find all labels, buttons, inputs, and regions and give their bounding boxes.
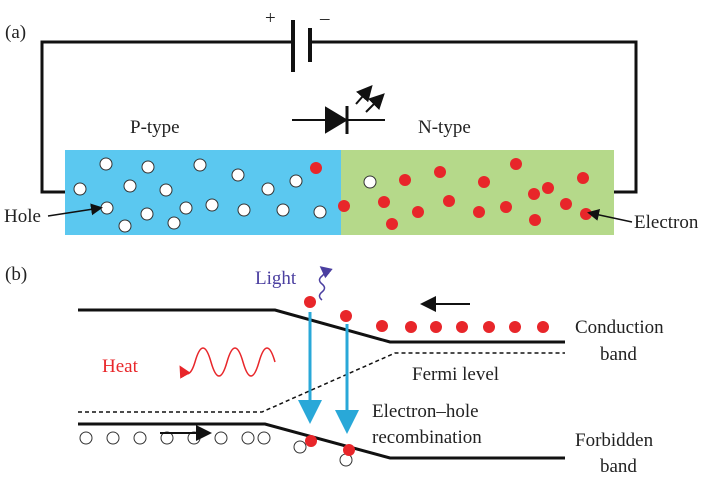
conduction-band-label: Conduction — [575, 317, 664, 338]
electron — [430, 321, 442, 333]
electron — [537, 321, 549, 333]
electron — [529, 214, 541, 226]
recombination-label: recombination — [372, 427, 482, 448]
hole — [134, 432, 146, 444]
diode-symbol — [292, 88, 385, 134]
hole — [215, 432, 227, 444]
battery-negative: – — [319, 8, 330, 29]
p-type-label: P-type — [130, 117, 180, 138]
hole — [290, 175, 302, 187]
battery-positive: + — [265, 8, 276, 29]
electron — [434, 166, 446, 178]
recombination-label: Electron–hole — [372, 401, 479, 422]
electron — [343, 444, 355, 456]
hole — [242, 432, 254, 444]
electron — [304, 296, 316, 308]
hole — [107, 432, 119, 444]
hole — [294, 441, 306, 453]
hole — [238, 204, 250, 216]
electron — [399, 174, 411, 186]
hole-label: Hole — [4, 206, 41, 227]
electron — [456, 321, 468, 333]
electron — [412, 206, 424, 218]
hole — [232, 169, 244, 181]
hole — [258, 432, 270, 444]
electron — [473, 206, 485, 218]
hole — [101, 202, 113, 214]
heat-wave — [181, 348, 275, 376]
hole — [100, 158, 112, 170]
hole — [194, 159, 206, 171]
electron — [478, 176, 490, 188]
hole — [206, 199, 218, 211]
hole — [119, 220, 131, 232]
electron — [338, 200, 350, 212]
electron — [483, 321, 495, 333]
electron — [378, 196, 390, 208]
n-region — [341, 150, 614, 235]
electron — [443, 195, 455, 207]
hole — [314, 206, 326, 218]
conduction-band-label: band — [600, 344, 637, 365]
hole — [262, 183, 274, 195]
fermi-level-label: Fermi level — [412, 364, 499, 385]
electron — [310, 162, 322, 174]
electron — [386, 218, 398, 230]
panel-label: (b) — [5, 264, 27, 285]
hole — [74, 183, 86, 195]
electron — [577, 172, 589, 184]
electron — [528, 188, 540, 200]
hole — [124, 180, 136, 192]
electron — [500, 201, 512, 213]
heat-label: Heat — [102, 356, 139, 377]
hole — [141, 208, 153, 220]
diagram: (a) + – P-type N-type Hole Electron (b) … — [0, 0, 716, 477]
panel-label: (a) — [5, 22, 26, 43]
hole — [168, 217, 180, 229]
n-type-label: N-type — [418, 117, 471, 138]
valence-band-edge — [78, 424, 565, 458]
light-label: Light — [255, 268, 297, 289]
hole — [364, 176, 376, 188]
hole — [160, 184, 172, 196]
electron-label: Electron — [634, 212, 699, 233]
electron — [560, 198, 572, 210]
electron — [305, 435, 317, 447]
electron — [510, 158, 522, 170]
hole — [142, 161, 154, 173]
forbidden-band-label: Forbidden — [575, 430, 654, 451]
electron — [340, 310, 352, 322]
forbidden-band-label: band — [600, 456, 637, 477]
electron — [580, 208, 592, 220]
electron — [509, 321, 521, 333]
electron — [376, 320, 388, 332]
light-wave — [320, 268, 325, 300]
electron — [405, 321, 417, 333]
hole — [277, 204, 289, 216]
hole — [180, 202, 192, 214]
electron — [542, 182, 554, 194]
hole — [80, 432, 92, 444]
